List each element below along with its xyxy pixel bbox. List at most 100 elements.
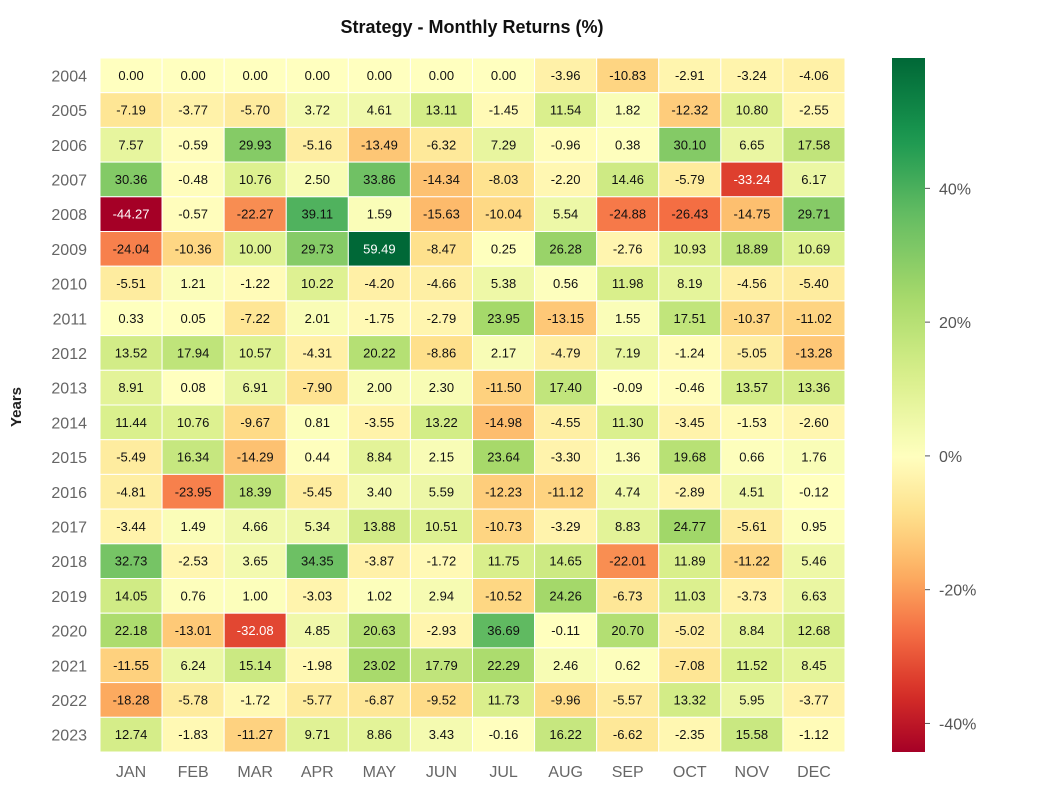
heatmap-cell	[782, 578, 846, 614]
cell-value-label: -8.03	[489, 172, 519, 187]
cell-value-label: 22.29	[487, 658, 520, 673]
heatmap-cell	[534, 578, 598, 614]
cell-value-label: 9.71	[305, 727, 330, 742]
heatmap-cell	[658, 92, 722, 128]
x-tick-label: JAN	[116, 764, 146, 781]
cell-value-label: 0.00	[180, 68, 205, 83]
cell-value-label: -10.83	[609, 68, 646, 83]
heatmap-cell	[409, 404, 473, 441]
heatmap-cell	[223, 196, 287, 233]
cell-value-label: 6.63	[801, 588, 826, 603]
heatmap-cell	[99, 612, 163, 649]
heatmap-cell	[534, 57, 598, 94]
cell-value-label: 1.49	[180, 519, 205, 534]
y-tick-label: 2023	[51, 728, 87, 745]
cell-value-label: 10.00	[239, 241, 272, 256]
cell-value-label: -6.62	[613, 727, 643, 742]
heatmap-cell	[223, 404, 287, 441]
cell-value-label: -2.93	[427, 623, 457, 638]
cell-value-label: 0.08	[180, 380, 205, 395]
heatmap-cell	[285, 161, 349, 198]
cell-value-label: 5.59	[429, 484, 454, 499]
heatmap-cell	[782, 57, 846, 94]
heatmap-cell	[347, 300, 411, 337]
cell-value-label: 1.02	[367, 588, 392, 603]
heatmap-cell	[285, 508, 349, 545]
heatmap-cell	[720, 335, 784, 371]
cell-value-label: -8.47	[427, 241, 457, 256]
heatmap-cell	[782, 126, 846, 163]
cell-value-label: -3.73	[737, 588, 767, 603]
heatmap-cell	[285, 369, 349, 406]
cell-value-label: -13.28	[796, 345, 833, 360]
cell-value-label: 13.36	[798, 380, 831, 395]
cell-value-label: 10.51	[425, 519, 458, 534]
heatmap-cell	[409, 508, 473, 545]
cell-value-label: -0.59	[178, 137, 208, 152]
cell-value-label: 17.40	[549, 380, 582, 395]
heatmap-cell	[161, 196, 225, 233]
cell-value-label: 7.19	[615, 345, 640, 360]
heatmap-cell	[347, 473, 411, 510]
heatmap-cell	[223, 647, 287, 684]
heatmap-cell	[782, 473, 846, 510]
y-tick-label: 2017	[51, 519, 87, 536]
cell-value-label: 4.85	[305, 623, 330, 638]
cell-value-label: -24.04	[113, 241, 150, 256]
cell-value-label: 20.22	[363, 345, 396, 360]
cell-value-label: 0.56	[553, 276, 578, 291]
heatmap-cell	[782, 300, 846, 337]
x-tick-label: JUL	[489, 764, 518, 781]
cell-value-label: -14.98	[485, 415, 522, 430]
cell-value-label: -11.02	[796, 311, 832, 326]
cell-value-label: -24.88	[609, 207, 646, 222]
heatmap-cell	[99, 335, 163, 371]
cell-value-label: 11.75	[488, 554, 520, 569]
cell-value-label: 0.95	[801, 519, 826, 534]
heatmap-cell	[161, 92, 225, 128]
x-tick-label: SEP	[612, 764, 644, 781]
cell-value-label: -2.60	[799, 415, 829, 430]
heatmap-cell	[720, 682, 784, 718]
heatmap-cell	[409, 439, 473, 475]
cell-value-label: -2.91	[675, 68, 705, 83]
cell-value-label: -2.76	[613, 241, 643, 256]
y-tick-label: 2009	[51, 242, 87, 259]
cell-value-label: 30.36	[115, 172, 148, 187]
cell-value-label: 5.54	[553, 207, 578, 222]
colorbar-tick-label: -20%	[939, 583, 976, 600]
cell-value-label: 13.88	[363, 519, 396, 534]
heatmap-cell	[161, 57, 225, 94]
cell-value-label: -7.19	[116, 103, 146, 118]
y-tick-labels: 2004 2005 2006 2007 2008 2009 2010 2011 2012 2013…	[51, 68, 87, 744]
cell-value-label: -5.05	[737, 345, 767, 360]
cell-value-label: -1.45	[489, 103, 519, 118]
cell-value-label: -2.53	[178, 554, 208, 569]
cell-value-label: -1.83	[178, 727, 208, 742]
y-tick-label: 2015	[51, 450, 87, 467]
heatmap-cell	[285, 231, 349, 267]
x-tick-label: JUN	[426, 764, 457, 781]
cell-value-label: -1.24	[675, 345, 705, 360]
cell-value-label: -11.50	[486, 380, 522, 395]
cell-value-label: 4.61	[367, 103, 392, 118]
cell-value-label: 5.95	[739, 692, 764, 707]
heatmap-cell	[782, 612, 846, 649]
cell-value-label: -0.46	[675, 380, 705, 395]
heatmap-cell	[534, 369, 598, 406]
colorbar-tick-label: 0%	[939, 449, 962, 466]
cell-value-label: -0.16	[489, 727, 519, 742]
heatmap-cell	[409, 265, 473, 302]
heatmap-cell	[223, 265, 287, 302]
y-tick-label: 2004	[51, 68, 87, 85]
cell-value-label: 6.24	[180, 658, 205, 673]
y-tick-label: 2018	[51, 554, 87, 571]
cell-value-label: -22.27	[237, 207, 274, 222]
cell-value-label: 26.28	[549, 241, 582, 256]
cell-value-label: 1.76	[801, 450, 826, 465]
cell-value-label: -0.11	[551, 623, 580, 638]
heatmap-cell	[720, 265, 784, 302]
cell-value-label: 2.50	[305, 172, 330, 187]
cell-value-label: 8.86	[367, 727, 392, 742]
heatmap-cell	[409, 335, 473, 371]
